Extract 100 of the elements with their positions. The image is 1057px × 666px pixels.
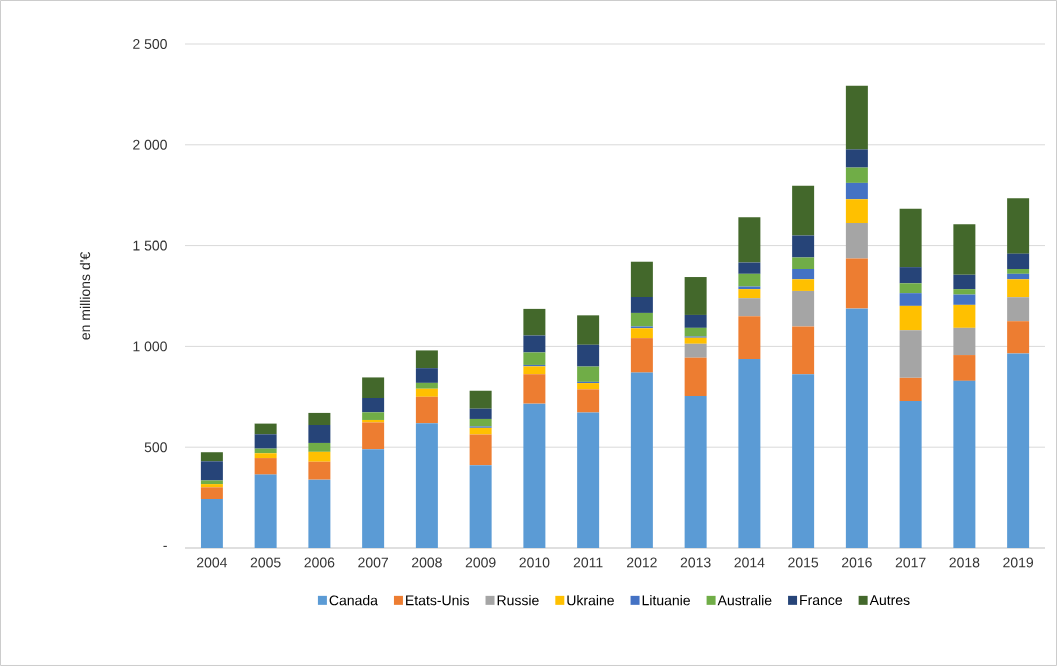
bar xyxy=(362,377,385,398)
bar xyxy=(1007,268,1030,274)
bar xyxy=(1007,279,1030,298)
bar xyxy=(200,484,223,488)
bar xyxy=(684,343,707,358)
bar xyxy=(684,337,707,344)
bar xyxy=(792,235,815,258)
bar xyxy=(845,182,868,200)
bar xyxy=(845,85,868,150)
bar xyxy=(899,330,922,378)
x-tick-label: 2007 xyxy=(358,557,388,568)
bar xyxy=(362,449,385,548)
legend-label: Etats-Unis xyxy=(406,595,470,606)
bar xyxy=(684,314,707,328)
bar xyxy=(577,315,600,345)
x-tick-label: 2011 xyxy=(573,557,603,568)
legend-label: Russie xyxy=(497,595,539,606)
bar xyxy=(845,258,868,309)
legend-label: France xyxy=(800,595,843,606)
bar xyxy=(738,298,761,317)
bar xyxy=(953,355,976,381)
bar xyxy=(308,479,331,548)
bar xyxy=(200,452,223,462)
bar xyxy=(200,461,223,481)
legend-label: Ukraine xyxy=(567,595,614,606)
bar xyxy=(254,434,277,449)
y-tick-label: 1 000 xyxy=(133,341,167,352)
bar xyxy=(630,297,653,313)
bar xyxy=(200,480,223,485)
y-tick-label: - xyxy=(163,545,167,547)
bar xyxy=(469,390,492,409)
bar xyxy=(362,422,385,450)
bar xyxy=(630,328,653,339)
bar xyxy=(308,425,331,443)
bar xyxy=(899,208,922,268)
bar xyxy=(845,149,868,168)
bar xyxy=(1007,273,1030,280)
bar xyxy=(1007,321,1030,354)
bar xyxy=(469,408,492,419)
y-tick-label: 2 000 xyxy=(133,139,167,150)
x-tick-label: 2009 xyxy=(465,557,496,568)
bar xyxy=(577,383,600,390)
bar xyxy=(415,423,438,548)
y-axis-title: en millions d'€ xyxy=(79,252,91,340)
bar xyxy=(792,374,815,548)
bar xyxy=(200,499,223,548)
bar xyxy=(953,224,976,275)
bar xyxy=(899,377,922,402)
bar xyxy=(200,487,223,499)
bar xyxy=(1007,253,1030,269)
bar xyxy=(792,279,815,291)
bar xyxy=(845,308,868,548)
x-tick-label: 2008 xyxy=(412,557,442,568)
bar xyxy=(684,357,707,396)
legend-label: Autres xyxy=(869,595,910,606)
bar xyxy=(899,293,922,306)
bar xyxy=(1007,198,1030,254)
bar xyxy=(630,312,653,327)
bar xyxy=(577,344,600,367)
y-tick-label: 500 xyxy=(144,442,167,453)
bar xyxy=(630,338,653,373)
bar xyxy=(792,257,815,269)
bar xyxy=(308,451,331,462)
bar xyxy=(899,401,922,548)
bar xyxy=(415,368,438,383)
bar xyxy=(254,474,277,548)
bar xyxy=(254,423,277,435)
y-tick-label: 1 500 xyxy=(133,240,167,251)
x-tick-label: 2013 xyxy=(680,557,711,568)
bar xyxy=(953,304,976,328)
bar xyxy=(953,289,976,295)
bar xyxy=(684,395,707,548)
bar xyxy=(415,382,438,389)
bar xyxy=(630,261,653,297)
bar xyxy=(362,412,385,420)
bar xyxy=(415,396,438,424)
bar xyxy=(899,305,922,331)
bar xyxy=(899,283,922,294)
bar xyxy=(523,374,546,404)
bar xyxy=(469,465,492,548)
x-tick-label: 2005 xyxy=(250,557,281,568)
bar xyxy=(308,461,331,480)
bar xyxy=(953,327,976,356)
bar xyxy=(684,327,707,337)
bar xyxy=(523,335,546,353)
bar xyxy=(738,358,761,548)
bar xyxy=(845,167,868,183)
bar xyxy=(845,199,868,224)
bar xyxy=(738,273,761,287)
bar xyxy=(1007,353,1030,548)
bar xyxy=(362,398,385,413)
bar xyxy=(738,316,761,359)
legend-label: Lituanie xyxy=(642,595,690,606)
bar xyxy=(792,268,815,280)
y-tick-label: 2 500 xyxy=(133,39,167,49)
bar xyxy=(1007,297,1030,322)
bar xyxy=(792,290,815,327)
bar xyxy=(684,277,707,315)
x-tick-label: 2010 xyxy=(519,557,550,568)
x-tick-label: 2004 xyxy=(197,557,228,568)
